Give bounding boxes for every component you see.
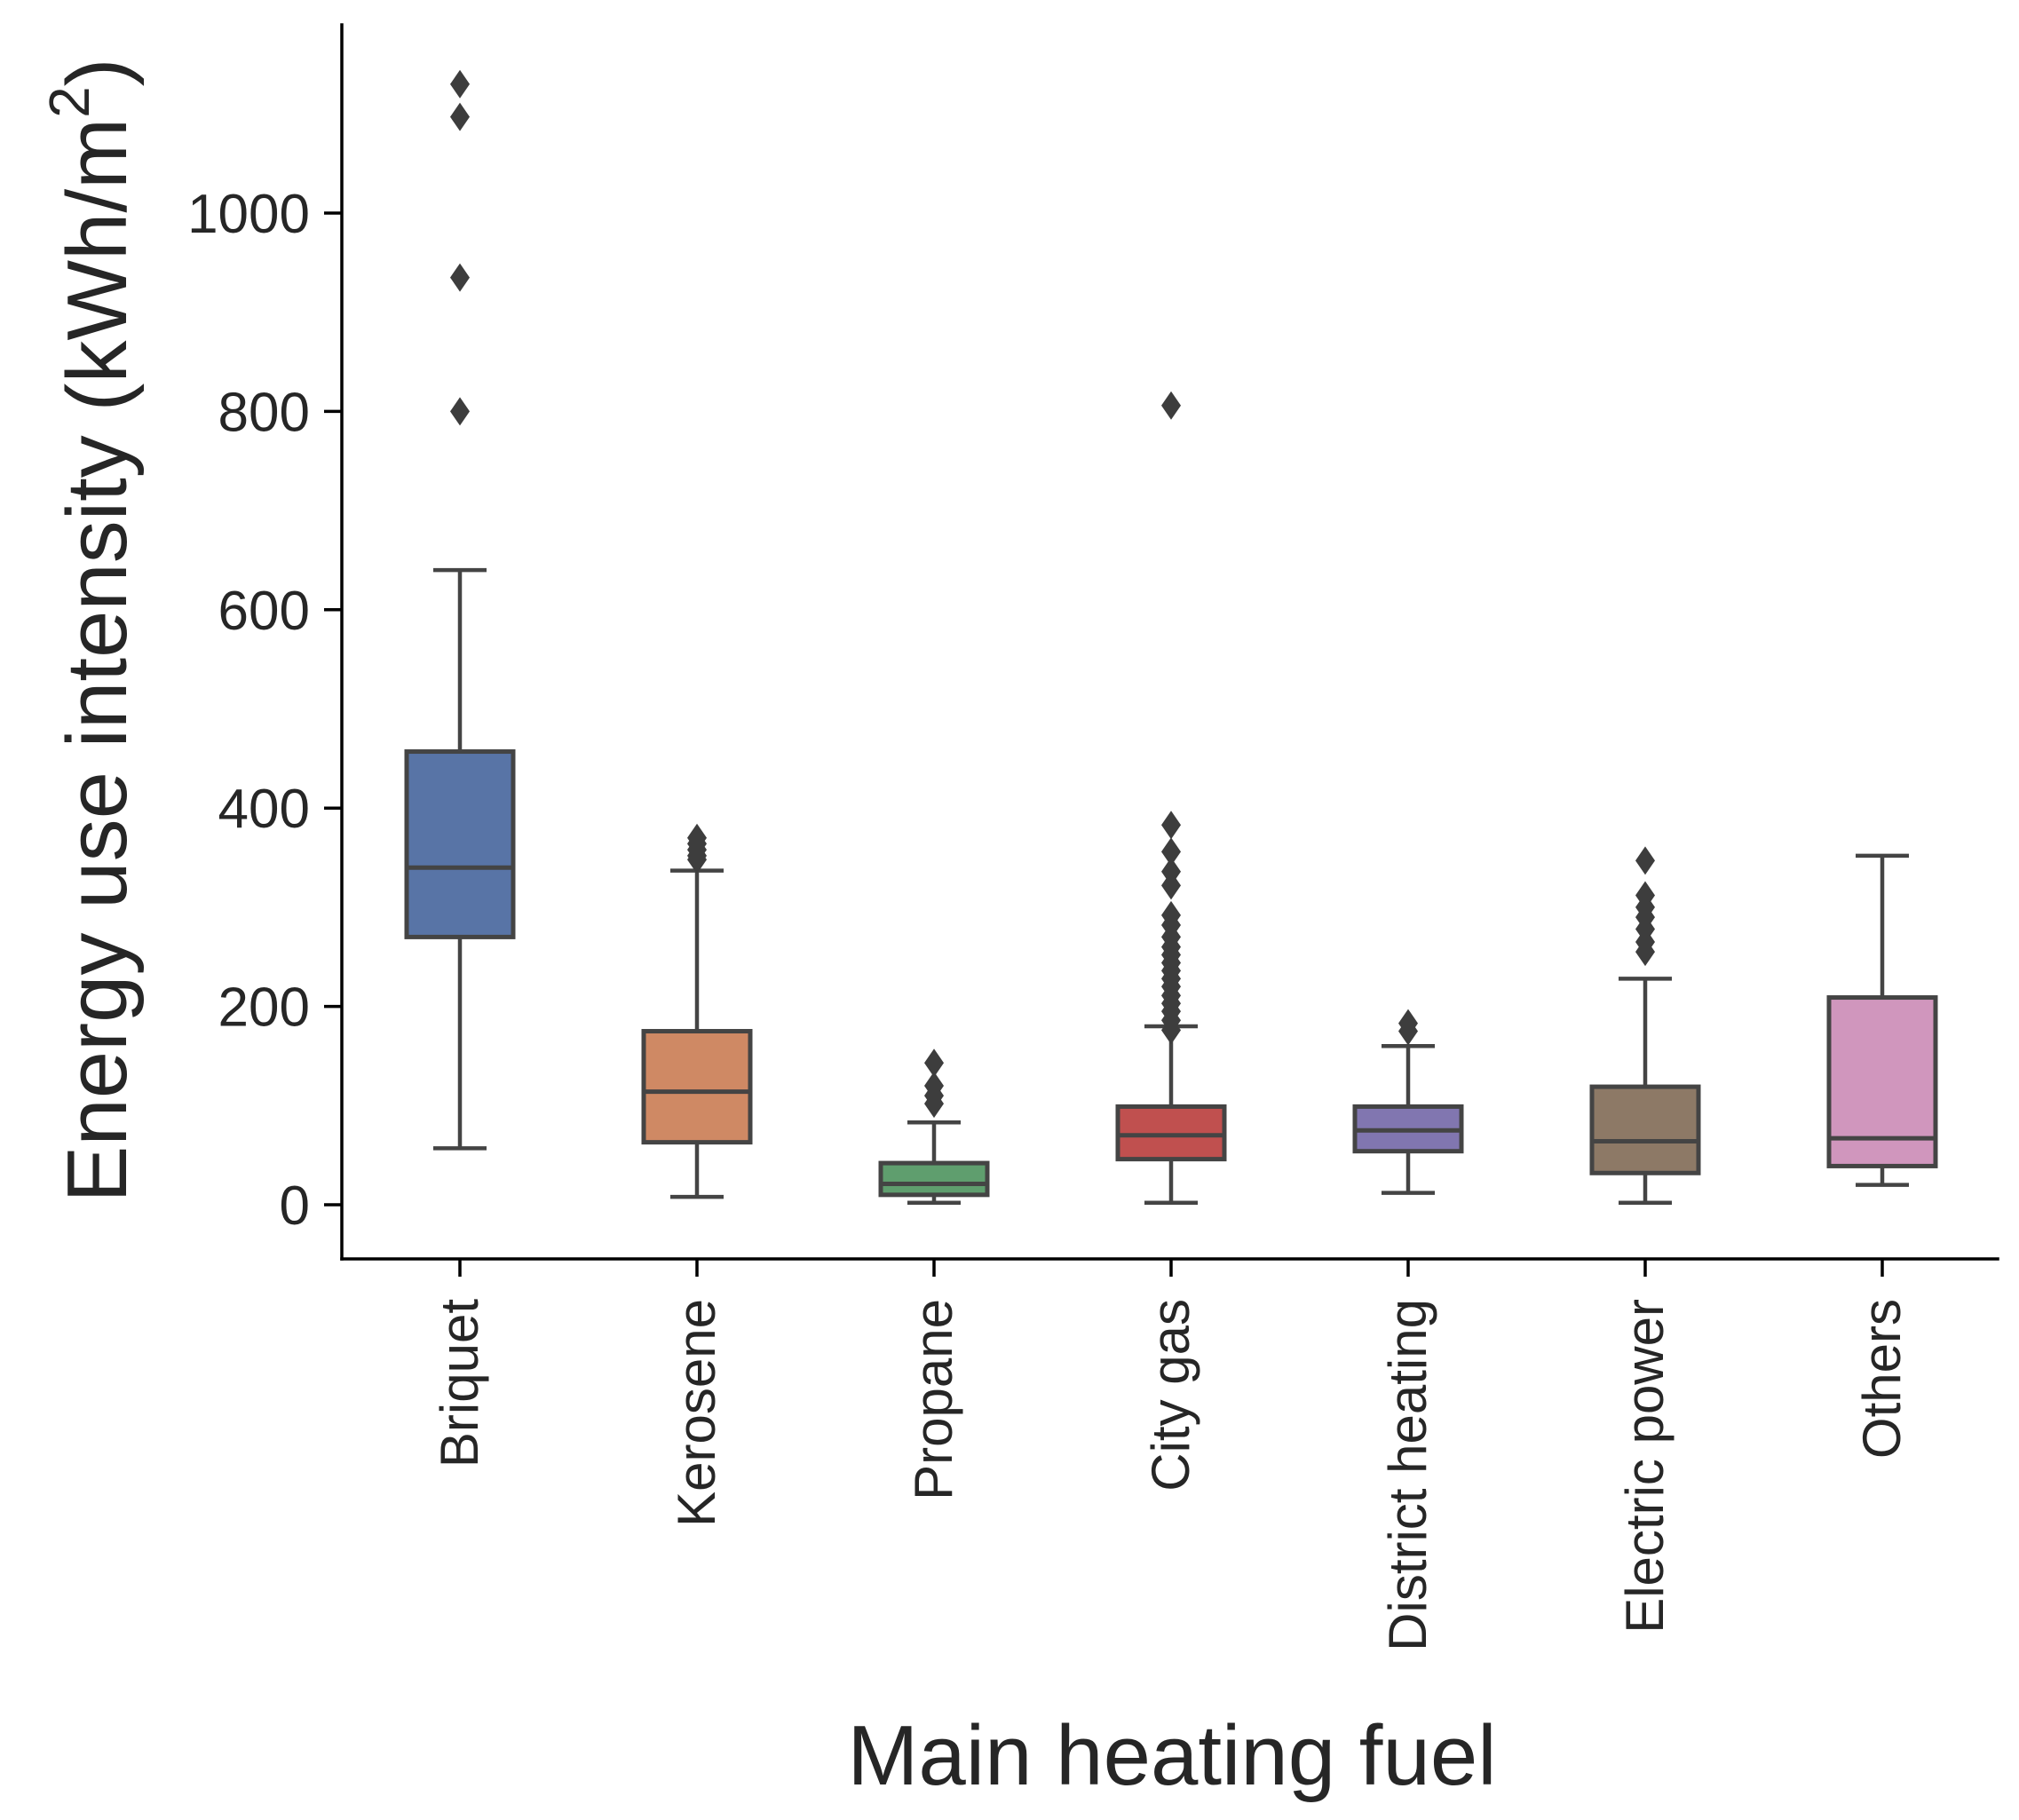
box-iqr [404, 749, 516, 939]
outlier-marker [1161, 900, 1181, 930]
outlier-marker [924, 1071, 944, 1100]
outlier-marker [1635, 846, 1655, 875]
x-tick-label: City gas [1141, 1299, 1200, 1492]
outlier-marker [1161, 837, 1181, 866]
outlier-marker [450, 397, 470, 426]
y-axis-ticks: 0 200 400 600 800 1000 [187, 184, 342, 1237]
y-axis-title: Energy use intensity (kWh/m2) [37, 58, 145, 1202]
outlier-marker [450, 102, 470, 131]
x-tick-label: Propane [904, 1299, 963, 1500]
boxes-layer [404, 69, 1938, 1206]
y-tick-label: 0 [280, 1175, 310, 1237]
x-tick-label: Others [1852, 1299, 1912, 1459]
x-tick-label: Kerosene [667, 1299, 726, 1527]
outlier-marker [1635, 881, 1655, 910]
outlier-marker [450, 69, 470, 99]
y-tick-label: 200 [218, 977, 310, 1039]
x-tick-label: Briquet [430, 1299, 489, 1468]
outlier-marker [687, 823, 707, 852]
box-iqr [1115, 1104, 1227, 1162]
y-tick-label: 800 [218, 382, 310, 443]
y-axis-title-main: Energy use intensity (kWh/m [50, 118, 145, 1203]
outlier-marker [1161, 391, 1181, 420]
x-axis-ticks: Briquet Kerosene Propane City gas District h… [430, 1259, 1912, 1651]
y-tick-label: 1000 [187, 184, 310, 245]
y-tick-label: 400 [218, 779, 310, 840]
outlier-marker [1398, 1009, 1418, 1038]
outlier-marker [924, 1048, 944, 1078]
outlier-marker [1161, 811, 1181, 840]
box-iqr [878, 1160, 990, 1198]
box-iqr [1589, 1084, 1701, 1175]
x-axis-title: Main heating fuel [847, 1708, 1496, 1803]
x-tick-label: Electric power [1615, 1299, 1675, 1634]
y-axis-title-superscript: 2 [37, 86, 101, 118]
box-iqr [641, 1029, 753, 1145]
x-tick-label: District heating [1378, 1299, 1437, 1651]
y-axis-title-close: ) [50, 58, 145, 86]
outlier-marker [1161, 857, 1181, 886]
box-iqr [1826, 995, 1938, 1168]
y-tick-label: 600 [218, 581, 310, 642]
outlier-marker [450, 263, 470, 292]
